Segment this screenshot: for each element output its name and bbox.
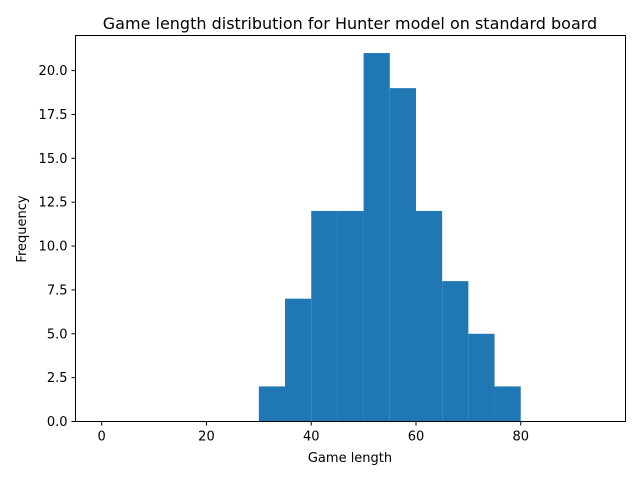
x-tick-label: 60: [408, 430, 425, 445]
bars-group: [259, 53, 521, 421]
x-tick-label: 80: [512, 430, 529, 445]
histogram-bar: [416, 211, 442, 422]
histogram-bar: [337, 211, 363, 422]
chart-title: Game length distribution for Hunter mode…: [103, 14, 597, 33]
histogram-bar: [311, 211, 337, 422]
histogram-bar: [285, 299, 311, 422]
y-tick-label: 7.5: [47, 283, 68, 298]
y-axis-label: Frequency: [15, 195, 30, 262]
y-axis-ticks: 0.0 2.5 5.0 7.5 10.0 12.5 15.0 17.5 20.0: [39, 64, 76, 430]
x-axis-ticks: 0 20 40 60 80: [98, 422, 529, 445]
y-tick-label: 15.0: [39, 152, 68, 167]
histogram-bar: [390, 88, 416, 421]
y-tick-label: 12.5: [39, 196, 68, 211]
y-tick-label: 2.5: [47, 371, 68, 386]
x-tick-label: 40: [303, 430, 320, 445]
histogram-bar: [259, 386, 285, 421]
y-tick-label: 10.0: [39, 240, 68, 255]
histogram-bar: [442, 281, 468, 421]
x-tick-label: 0: [98, 430, 106, 445]
x-axis-label: Game length: [308, 451, 392, 466]
y-tick-label: 20.0: [39, 64, 68, 79]
y-tick-label: 5.0: [47, 327, 68, 342]
x-tick-label: 20: [198, 430, 215, 445]
y-tick-label: 0.0: [47, 415, 68, 430]
histogram-bar: [495, 386, 521, 421]
histogram-bar: [468, 334, 494, 422]
y-tick-label: 17.5: [39, 108, 68, 123]
histogram-bar: [364, 53, 390, 421]
